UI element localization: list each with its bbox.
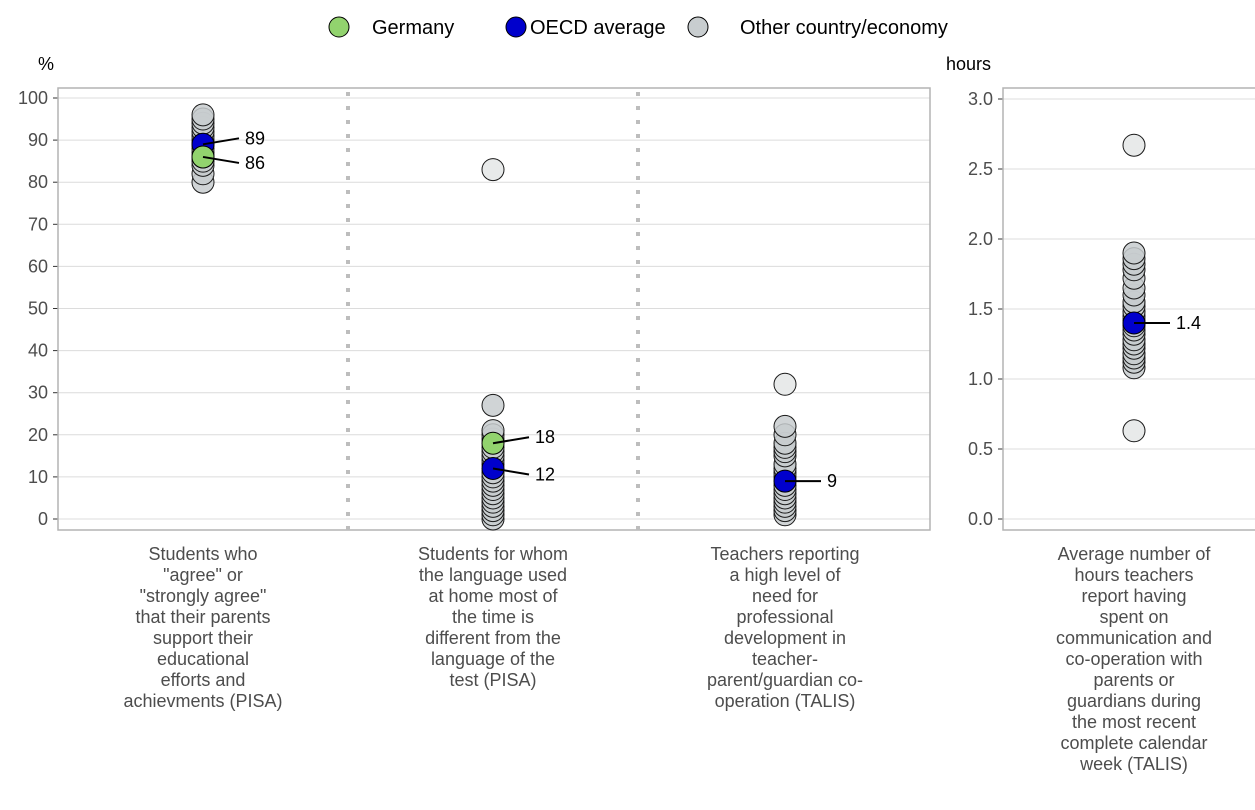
y-tick-label: 2.5 xyxy=(968,159,993,179)
category-label-line: teacher- xyxy=(752,649,818,669)
y-tick-label: 0 xyxy=(38,509,48,529)
category-label-line: that their parents xyxy=(135,607,270,627)
right-data-points xyxy=(1122,133,1146,443)
y-tick-label: 0.0 xyxy=(968,509,993,529)
category-label-line: efforts and xyxy=(161,670,246,690)
legend-other-swatch xyxy=(687,16,709,38)
category-label-line: hours teachers xyxy=(1074,565,1193,585)
y-tick-label: 3.0 xyxy=(968,89,993,109)
category-label-line: "strongly agree" xyxy=(140,586,267,606)
y-tick-label: 10 xyxy=(28,467,48,487)
left-y-tick-labels: 0 10 20 30 40 50 60 70 80 90 100 xyxy=(18,88,48,529)
oecd-leader-line xyxy=(492,467,530,476)
legend-germany-swatch xyxy=(328,16,350,38)
category-label-line: professional xyxy=(736,607,833,627)
legend: Germany OECD average Other country/econo… xyxy=(328,16,948,39)
legend-other-label: Other country/economy xyxy=(740,17,948,39)
y-tick-label: 2.0 xyxy=(968,229,993,249)
right-unit-label: hours xyxy=(946,54,991,74)
germany-leader-line xyxy=(202,155,240,164)
y-tick-label: 80 xyxy=(28,172,48,192)
left-data-points xyxy=(191,103,797,531)
right-gridlines xyxy=(998,98,1255,520)
y-tick-label: 70 xyxy=(28,214,48,234)
germany-value-label: 18 xyxy=(535,427,555,447)
y-tick-label: 30 xyxy=(28,383,48,403)
category-label-line: operation (TALIS) xyxy=(715,691,856,711)
oecd-value-label: 1.4 xyxy=(1176,313,1201,333)
y-tick-label: 50 xyxy=(28,299,48,319)
other-country-point xyxy=(481,158,505,182)
other-country-point xyxy=(481,393,505,417)
oecd-leader-line xyxy=(202,137,240,146)
category-label-line: week (TALIS) xyxy=(1079,754,1188,774)
y-tick-label: 0.5 xyxy=(968,439,993,459)
category-label-line: report having xyxy=(1081,586,1186,606)
other-country-point xyxy=(773,372,797,396)
oecd-value-label: 9 xyxy=(827,471,837,491)
other-country-point xyxy=(1122,133,1146,157)
category-label-line: Students for whom xyxy=(418,544,568,564)
category-label-line: the time is xyxy=(452,607,534,627)
category-label-line: Teachers reporting xyxy=(710,544,859,564)
legend-germany-label: Germany xyxy=(372,17,454,39)
left-unit-label: % xyxy=(38,54,54,74)
germany-leader-line xyxy=(492,436,530,445)
y-tick-label: 1.5 xyxy=(968,299,993,319)
germany-value-label: 86 xyxy=(245,153,265,173)
right-panel-frame xyxy=(1002,87,1255,531)
oecd-value-label: 12 xyxy=(535,464,555,484)
category-label-line: test (PISA) xyxy=(449,670,536,690)
category-label-line: a high level of xyxy=(729,565,841,585)
y-tick-label: 40 xyxy=(28,341,48,361)
category-label-line: parents or xyxy=(1093,670,1174,690)
category-label-line: spent on xyxy=(1099,607,1168,627)
legend-oecd-label: OECD average xyxy=(530,17,666,39)
category-label-line: at home most of xyxy=(428,586,558,606)
y-tick-label: 20 xyxy=(28,425,48,445)
other-country-point xyxy=(191,103,215,127)
category-label-line: "agree" or xyxy=(163,565,243,585)
right-callouts: 1.4 xyxy=(1134,313,1201,333)
right-y-tick-labels: 0.0 0.5 1.0 1.5 2.0 2.5 3.0 xyxy=(968,89,993,529)
category-label-line: co-operation with xyxy=(1065,649,1202,669)
category-label-line: communication and xyxy=(1056,628,1212,648)
other-country-point xyxy=(1122,419,1146,443)
category-label-line: complete calendar xyxy=(1060,733,1207,753)
other-country-point xyxy=(1122,241,1146,265)
y-tick-label: 90 xyxy=(28,130,48,150)
category-label-line: parent/guardian co- xyxy=(707,670,863,690)
category-label-line: the language used xyxy=(419,565,567,585)
left-callouts: 89 86 12 18 9 xyxy=(202,128,837,491)
category-label-line: the most recent xyxy=(1072,712,1196,732)
category-label-line: Students who xyxy=(148,544,257,564)
category-label-line: need for xyxy=(752,586,818,606)
category-label-line: guardians during xyxy=(1067,691,1201,711)
y-tick-label: 100 xyxy=(18,88,48,108)
category-label-line: achievments (PISA) xyxy=(123,691,282,711)
left-category-labels: Students who"agree" or"strongly agree"th… xyxy=(123,544,863,711)
y-tick-label: 1.0 xyxy=(968,369,993,389)
category-label-line: different from the xyxy=(425,628,561,648)
oecd-value-label: 89 xyxy=(245,128,265,148)
category-label-line: support their xyxy=(153,628,253,648)
legend-oecd-swatch xyxy=(505,16,527,38)
category-label-line: educational xyxy=(157,649,249,669)
category-label-line: development in xyxy=(724,628,846,648)
y-tick-label: 60 xyxy=(28,256,48,276)
category-label-line: Average number of xyxy=(1058,544,1212,564)
category-label-line: language of the xyxy=(431,649,555,669)
other-country-point xyxy=(773,414,797,438)
